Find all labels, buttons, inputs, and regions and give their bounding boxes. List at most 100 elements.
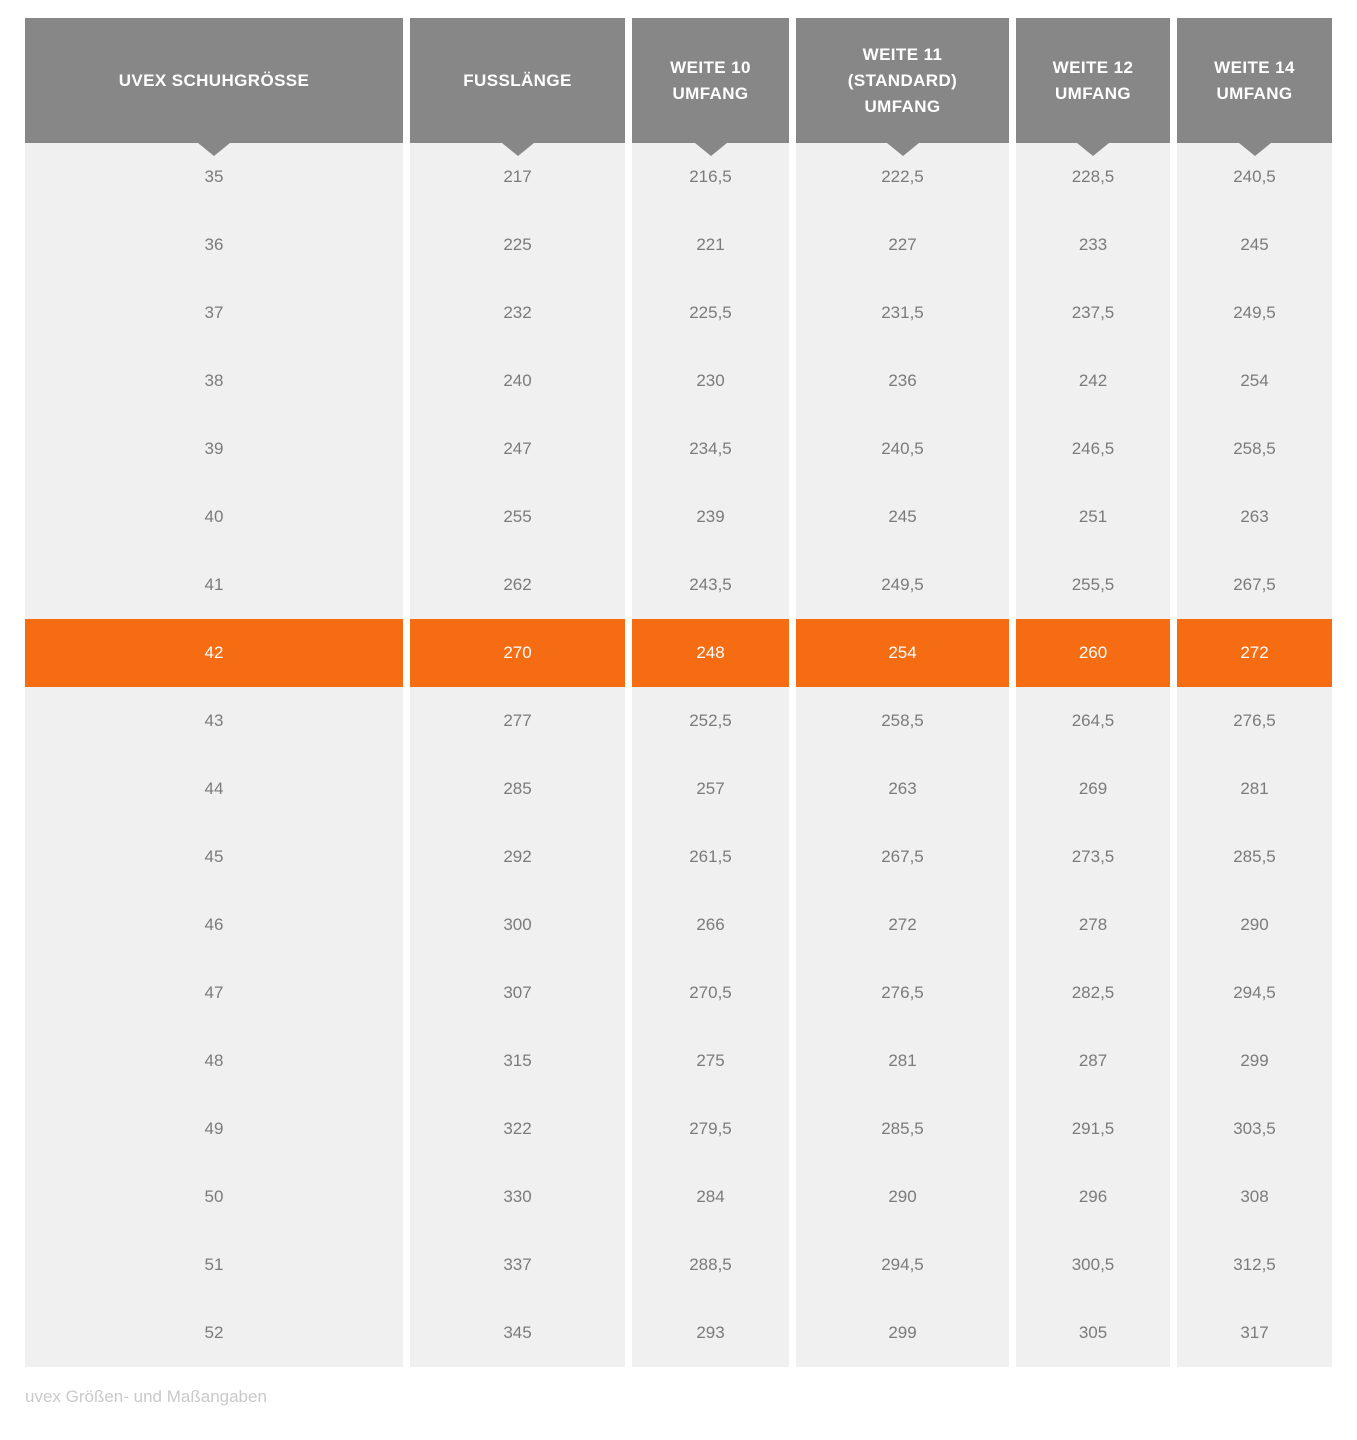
cell-weite-12-umfang: 264,5	[1016, 687, 1170, 755]
cell-weite-11-standard-umfang: 258,5	[796, 687, 1009, 755]
table-row: 52 345 293 299 305 317	[25, 1299, 1332, 1367]
column-header-weite-11-standard-umfang: WEITE 11 (STANDARD) UMFANG	[796, 18, 1009, 156]
header-arrow-down-icon	[694, 143, 727, 156]
size-table: UVEX SCHUHGRÖSSE FUSSLÄNGE WEITE 10 UMFANG…	[25, 18, 1332, 1367]
cell-uvex-schuhgroesse: 45	[25, 823, 403, 891]
cell-weite-10-umfang: 279,5	[632, 1095, 789, 1163]
column-header-weite-10-umfang: WEITE 10 UMFANG	[632, 18, 789, 156]
cell-weite-12-umfang: 237,5	[1016, 279, 1170, 347]
cell-weite-10-umfang: 257	[632, 755, 789, 823]
cell-uvex-schuhgroesse: 36	[25, 211, 403, 279]
cell-fusslaenge: 232	[410, 279, 625, 347]
cell-weite-14-umfang: 263	[1177, 483, 1332, 551]
cell-weite-10-umfang: 261,5	[632, 823, 789, 891]
header-arrow-down-icon	[1238, 143, 1271, 156]
cell-fusslaenge: 247	[410, 415, 625, 483]
cell-weite-14-umfang: 312,5	[1177, 1231, 1332, 1299]
cell-weite-14-umfang: 299	[1177, 1027, 1332, 1095]
cell-uvex-schuhgroesse: 52	[25, 1299, 403, 1367]
cell-weite-12-umfang: 305	[1016, 1299, 1170, 1367]
cell-fusslaenge: 345	[410, 1299, 625, 1367]
cell-weite-11-standard-umfang: 290	[796, 1163, 1009, 1231]
column-header-label: UVEX SCHUHGRÖSSE	[118, 70, 310, 90]
cell-fusslaenge: 262	[410, 551, 625, 619]
cell-uvex-schuhgroesse: 41	[25, 551, 403, 619]
cell-weite-14-umfang: 290	[1177, 891, 1332, 959]
cell-weite-12-umfang: 233	[1016, 211, 1170, 279]
cell-uvex-schuhgroesse: 51	[25, 1231, 403, 1299]
column-header-label: WEITE 11 (STANDARD) UMFANG	[847, 44, 958, 116]
cell-uvex-schuhgroesse: 50	[25, 1163, 403, 1231]
cell-fusslaenge: 225	[410, 211, 625, 279]
cell-fusslaenge: 292	[410, 823, 625, 891]
cell-weite-14-umfang: 281	[1177, 755, 1332, 823]
cell-weite-10-umfang: 243,5	[632, 551, 789, 619]
table-row: 44 285 257 263 269 281	[25, 755, 1332, 823]
table-row: 37 232 225,5 231,5 237,5 249,5	[25, 279, 1332, 347]
cell-weite-12-umfang: 287	[1016, 1027, 1170, 1095]
cell-weite-12-umfang: 273,5	[1016, 823, 1170, 891]
table-body: 35 217 216,5 222,5 228,5 240,5 36 225 221 227 233 2…	[25, 143, 1332, 1367]
cell-weite-11-standard-umfang: 294,5	[796, 1231, 1009, 1299]
cell-uvex-schuhgroesse: 43	[25, 687, 403, 755]
cell-weite-14-umfang: 294,5	[1177, 959, 1332, 1027]
cell-weite-12-umfang: 291,5	[1016, 1095, 1170, 1163]
cell-fusslaenge: 337	[410, 1231, 625, 1299]
cell-weite-11-standard-umfang: 231,5	[796, 279, 1009, 347]
cell-uvex-schuhgroesse: 39	[25, 415, 403, 483]
cell-weite-10-umfang: 293	[632, 1299, 789, 1367]
cell-weite-14-umfang: 303,5	[1177, 1095, 1332, 1163]
cell-weite-12-umfang: 246,5	[1016, 415, 1170, 483]
cell-uvex-schuhgroesse: 46	[25, 891, 403, 959]
cell-weite-10-umfang: 225,5	[632, 279, 789, 347]
table-row: 47 307 270,5 276,5 282,5 294,5	[25, 959, 1332, 1027]
cell-uvex-schuhgroesse: 37	[25, 279, 403, 347]
cell-weite-10-umfang: 234,5	[632, 415, 789, 483]
cell-weite-10-umfang: 216,5	[632, 143, 789, 211]
cell-fusslaenge: 330	[410, 1163, 625, 1231]
cell-weite-12-umfang: 260	[1016, 619, 1170, 687]
cell-fusslaenge: 270	[410, 619, 625, 687]
cell-weite-11-standard-umfang: 240,5	[796, 415, 1009, 483]
table-row: 48 315 275 281 287 299	[25, 1027, 1332, 1095]
cell-weite-12-umfang: 242	[1016, 347, 1170, 415]
cell-weite-11-standard-umfang: 285,5	[796, 1095, 1009, 1163]
table-row: 43 277 252,5 258,5 264,5 276,5	[25, 687, 1332, 755]
cell-weite-11-standard-umfang: 254	[796, 619, 1009, 687]
table-caption: uvex Größen- und Maßangaben	[25, 1387, 267, 1406]
cell-weite-11-standard-umfang: 299	[796, 1299, 1009, 1367]
cell-weite-14-umfang: 272	[1177, 619, 1332, 687]
column-header-label: FUSSLÄNGE	[463, 70, 572, 90]
cell-weite-10-umfang: 288,5	[632, 1231, 789, 1299]
column-header-weite-14-umfang: WEITE 14 UMFANG	[1177, 18, 1332, 156]
table-row: 50 330 284 290 296 308	[25, 1163, 1332, 1231]
cell-weite-11-standard-umfang: 276,5	[796, 959, 1009, 1027]
column-header-label: WEITE 12 UMFANG	[1052, 57, 1134, 103]
cell-weite-11-standard-umfang: 263	[796, 755, 1009, 823]
cell-weite-11-standard-umfang: 272	[796, 891, 1009, 959]
table-row: 41 262 243,5 249,5 255,5 267,5	[25, 551, 1332, 619]
cell-uvex-schuhgroesse: 38	[25, 347, 403, 415]
cell-weite-12-umfang: 255,5	[1016, 551, 1170, 619]
cell-uvex-schuhgroesse: 47	[25, 959, 403, 1027]
cell-weite-12-umfang: 278	[1016, 891, 1170, 959]
table-row: 40 255 239 245 251 263	[25, 483, 1332, 551]
table-row: 39 247 234,5 240,5 246,5 258,5	[25, 415, 1332, 483]
cell-weite-10-umfang: 284	[632, 1163, 789, 1231]
cell-weite-10-umfang: 248	[632, 619, 789, 687]
cell-weite-14-umfang: 249,5	[1177, 279, 1332, 347]
header-arrow-down-icon	[886, 143, 919, 156]
table-row-highlighted: 42 270 248 254 260 272	[25, 619, 1332, 687]
cell-fusslaenge: 285	[410, 755, 625, 823]
cell-weite-10-umfang: 266	[632, 891, 789, 959]
cell-weite-12-umfang: 300,5	[1016, 1231, 1170, 1299]
cell-weite-11-standard-umfang: 281	[796, 1027, 1009, 1095]
cell-weite-10-umfang: 252,5	[632, 687, 789, 755]
cell-weite-10-umfang: 230	[632, 347, 789, 415]
header-arrow-down-icon	[198, 143, 230, 156]
table-row: 45 292 261,5 267,5 273,5 285,5	[25, 823, 1332, 891]
cell-weite-12-umfang: 228,5	[1016, 143, 1170, 211]
cell-fusslaenge: 307	[410, 959, 625, 1027]
column-header-label: WEITE 10 UMFANG	[670, 57, 751, 103]
cell-weite-14-umfang: 245	[1177, 211, 1332, 279]
